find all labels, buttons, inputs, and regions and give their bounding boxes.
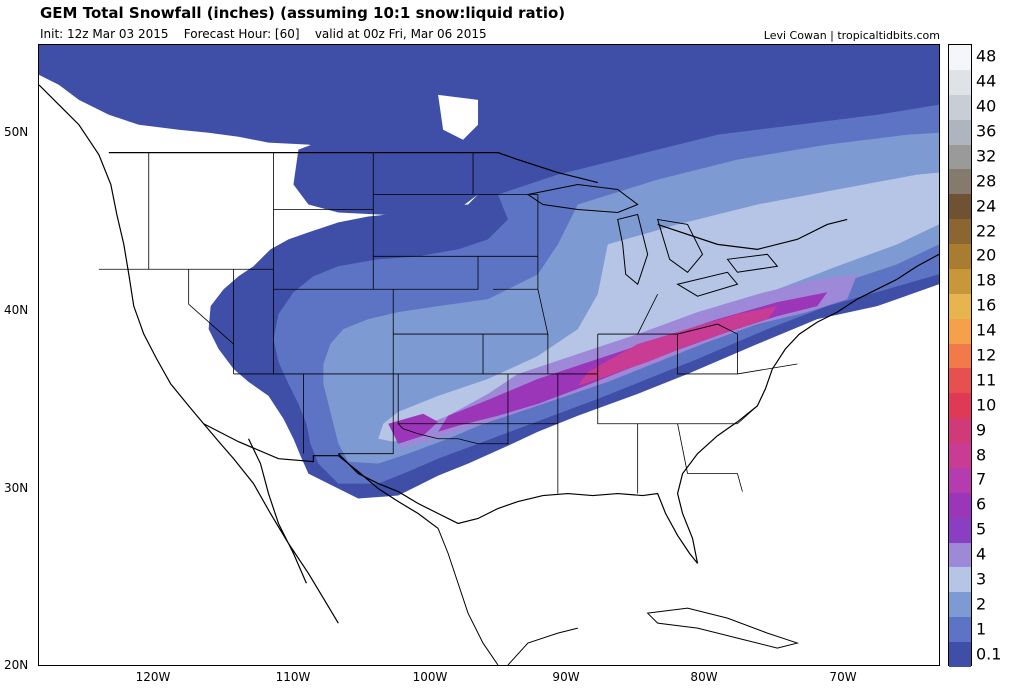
cuba (646, 607, 800, 649)
legend-swatch (949, 393, 971, 419)
snowfall-map (38, 44, 940, 666)
legend-swatch (949, 343, 971, 369)
legend-label: 18 (976, 270, 997, 290)
legend-swatch (949, 144, 971, 170)
snow-gap-2 (438, 94, 479, 140)
legend-swatch (949, 244, 971, 269)
legend-swatch (949, 169, 971, 195)
lon-label-90w: 90W (552, 670, 580, 684)
legend-swatch (949, 119, 971, 145)
valid-time: valid at 00z Fri, Mar 06 2015 (314, 27, 487, 41)
legend-swatch (949, 542, 971, 568)
legend-swatch (949, 368, 971, 394)
legend-swatch (949, 94, 971, 120)
state-borders (98, 152, 798, 494)
legend-label: 1 (976, 619, 987, 639)
legend-label: 4 (976, 544, 987, 564)
us-mexico-border (203, 423, 439, 529)
legend-label: 6 (976, 494, 987, 514)
legend-swatch (949, 45, 971, 70)
legend-label: 16 (976, 295, 997, 315)
lat-label-20n: 20N (4, 658, 29, 672)
legend-swatch (949, 492, 971, 518)
legend-label: 11 (976, 370, 997, 390)
legend-swatch (949, 617, 971, 642)
legend-label: 40 (976, 96, 997, 116)
legend-swatch (949, 194, 971, 220)
legend-swatch (949, 69, 971, 95)
legend-swatch (949, 268, 971, 294)
legend-swatch (949, 517, 971, 543)
legend-label: 22 (976, 221, 997, 241)
legend-label: 9 (976, 420, 987, 440)
map-subtitle: Init: 12z Mar 03 2015 Forecast Hour: [60… (40, 27, 487, 41)
legend-swatch (949, 418, 971, 443)
legend-label: 10 (976, 395, 997, 415)
map-title: GEM Total Snowfall (inches) (assuming 10… (40, 4, 566, 22)
legend-label: 3 (976, 569, 987, 589)
lon-label-120w: 120W (135, 670, 171, 684)
map-canvas (39, 45, 939, 665)
legend-label: 2 (976, 594, 987, 614)
legend-label: 12 (976, 345, 997, 365)
legend-label: 14 (976, 320, 997, 340)
lat-label-50n: 50N (4, 125, 29, 139)
us-canada-border (108, 152, 848, 250)
lon-label-70w: 70W (829, 670, 857, 684)
credit-text: Levi Cowan | tropicaltidbits.com (763, 29, 940, 42)
lat-label-30n: 30N (4, 481, 29, 495)
legend-label: 48 (976, 46, 997, 66)
init-time: Init: 12z Mar 03 2015 (40, 27, 169, 41)
legend-swatch (949, 293, 971, 319)
legend-swatch (949, 467, 971, 493)
snowfall-legend (948, 44, 972, 667)
legend-swatch (949, 219, 971, 244)
snow-shading-texas-core (388, 413, 439, 444)
legend-label: 7 (976, 469, 987, 489)
legend-label: 24 (976, 196, 997, 216)
snow-shading-north (293, 134, 479, 217)
lon-label-100w: 100W (412, 670, 448, 684)
legend-swatch (949, 443, 971, 468)
legend-label: 5 (976, 519, 987, 539)
legend-label: 20 (976, 245, 997, 265)
legend-label: 32 (976, 146, 997, 166)
coastline (39, 84, 939, 624)
legend-label: 8 (976, 445, 987, 465)
legend-label: 36 (976, 121, 997, 141)
mexico-coast (437, 528, 578, 665)
legend-swatch (949, 318, 971, 344)
legend-swatch (949, 567, 971, 593)
legend-label: 44 (976, 71, 997, 91)
great-lakes (526, 184, 779, 297)
lon-label-80w: 80W (690, 670, 718, 684)
lon-label-110w: 110W (275, 670, 311, 684)
lat-label-40n: 40N (4, 303, 29, 317)
legend-label: 28 (976, 171, 997, 191)
legend-label: 0.1 (976, 644, 1002, 664)
forecast-hour: Forecast Hour: [60] (183, 27, 300, 41)
legend-swatch (949, 642, 971, 667)
legend-swatch (949, 592, 971, 618)
